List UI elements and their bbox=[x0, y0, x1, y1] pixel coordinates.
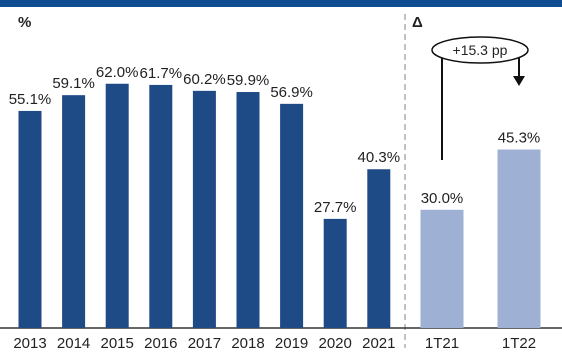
annual-bar-2016 bbox=[149, 84, 173, 328]
quarterly-tick-label-1T21: 1T21 bbox=[425, 335, 459, 352]
annual-bar-2015 bbox=[105, 83, 129, 329]
annual-tick-label-2013: 2013 bbox=[13, 335, 46, 352]
annual-value-label-2016: 61.7% bbox=[140, 65, 183, 82]
quarterly-value-label-1T22: 45.3% bbox=[498, 130, 541, 147]
quarterly-bar-1T21 bbox=[420, 209, 464, 328]
annual-tick-label-2019: 2019 bbox=[275, 335, 308, 352]
annual-tick-label-2018: 2018 bbox=[231, 335, 264, 352]
annual-value-label-2017: 60.2% bbox=[183, 71, 226, 88]
annual-value-label-2014: 59.1% bbox=[52, 75, 95, 92]
annual-tick-label-2017: 2017 bbox=[188, 335, 221, 352]
delta-label: Δ bbox=[412, 14, 423, 31]
annual-value-label-2018: 59.9% bbox=[227, 72, 270, 89]
annual-tick-label-2014: 2014 bbox=[57, 335, 90, 352]
quarterly-bar-1T22 bbox=[497, 149, 541, 328]
annual-bar-2013 bbox=[18, 110, 42, 328]
annual-value-label-2013: 55.1% bbox=[9, 91, 52, 108]
quarterly-value-label-1T21: 30.0% bbox=[421, 190, 464, 207]
annotation-oval bbox=[431, 36, 529, 64]
change-annotation-text: +15.3 pp bbox=[453, 42, 508, 58]
annual-bar-2019 bbox=[280, 103, 304, 329]
annual-value-label-2021: 40.3% bbox=[358, 149, 401, 166]
annual-value-label-2015: 62.0% bbox=[96, 64, 139, 81]
change-annotation: +15.3 pp bbox=[431, 36, 529, 160]
annual-tick-label-2016: 2016 bbox=[144, 335, 177, 352]
annual-bar-2014 bbox=[62, 95, 86, 328]
top-band bbox=[0, 0, 562, 7]
quarterly-tick-label-1T22: 1T22 bbox=[502, 335, 536, 352]
annual-value-label-2019: 56.9% bbox=[270, 84, 313, 101]
unit-label: % bbox=[18, 14, 31, 31]
annual-tick-label-2015: 2015 bbox=[101, 335, 134, 352]
bars-group: 55.1% 2013 59.1% 2014 62.0% 2015 61.7% 2016 60.2… bbox=[9, 64, 541, 352]
annual-bar-2017 bbox=[192, 90, 216, 329]
annual-bar-2020 bbox=[323, 218, 347, 328]
annual-bar-2021 bbox=[367, 169, 391, 328]
annual-value-label-2020: 27.7% bbox=[314, 199, 357, 216]
annual-bar-2018 bbox=[236, 92, 260, 328]
annual-tick-label-2020: 2020 bbox=[319, 335, 352, 352]
annual-tick-label-2021: 2021 bbox=[362, 335, 395, 352]
annotation-arrow-head bbox=[513, 76, 525, 86]
